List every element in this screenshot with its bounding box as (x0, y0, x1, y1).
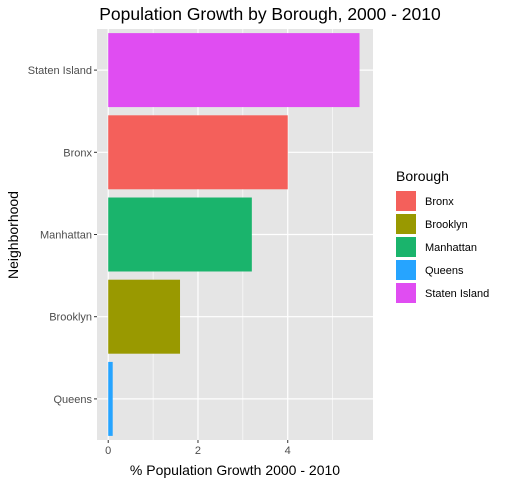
legend-title: Borough (396, 168, 449, 184)
legend-items: Bronx Brooklyn Manhattan Queens Staten Islan… (396, 191, 489, 303)
bar-queens (108, 361, 113, 436)
y-axis-title: Neighborhood (5, 191, 21, 279)
y-tick-label: Queens (53, 394, 92, 406)
x-tick-label: 2 (195, 445, 201, 457)
bar-manhattan (108, 197, 252, 272)
x-axis: 0 2 4 (105, 440, 291, 457)
x-axis-title: % Population Growth 2000 - 2010 (130, 462, 340, 478)
legend-label: Staten Island (425, 288, 489, 300)
legend-label: Bronx (425, 196, 454, 208)
bar-brooklyn (108, 279, 181, 354)
x-tick-label: 0 (105, 445, 111, 457)
legend-label: Manhattan (425, 242, 477, 254)
legend-key (396, 237, 416, 257)
bar-staten-island (108, 33, 360, 108)
legend-label: Queens (425, 265, 464, 277)
legend-label: Brooklyn (425, 219, 468, 231)
legend-key (396, 260, 416, 280)
legend-key (396, 191, 416, 211)
y-tick-label: Bronx (63, 147, 92, 159)
legend-key (396, 214, 416, 234)
bar-bronx (108, 115, 288, 190)
y-tick-label: Brooklyn (49, 312, 92, 324)
legend: Borough Bronx Brooklyn Manhattan Queens Stat… (396, 168, 489, 303)
bars (108, 33, 360, 436)
x-tick-label: 4 (285, 445, 291, 457)
chart-title: Population Growth by Borough, 2000 - 201… (99, 4, 441, 24)
y-tick-label: Staten Island (28, 65, 92, 77)
legend-key (396, 283, 416, 303)
y-axis: Queens Brooklyn Manhattan Bronx Staten Islan… (28, 65, 97, 406)
y-tick-label: Manhattan (40, 230, 92, 242)
